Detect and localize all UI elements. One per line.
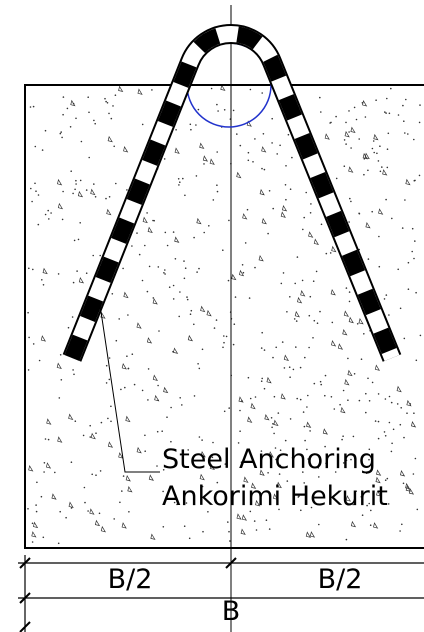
dim-total: B [222,596,241,627]
dim-right: B/2 [318,564,363,595]
steel-anchor [72,34,392,358]
drawing: Steel Anchoring Ankorimi Hekurit B/2 B/2… [0,0,424,632]
note-line-2: Ankorimi Hekurit [162,481,388,512]
note-line-1: Steel Anchoring [162,444,376,475]
dim-left: B/2 [108,564,153,595]
leader-line [100,305,160,472]
